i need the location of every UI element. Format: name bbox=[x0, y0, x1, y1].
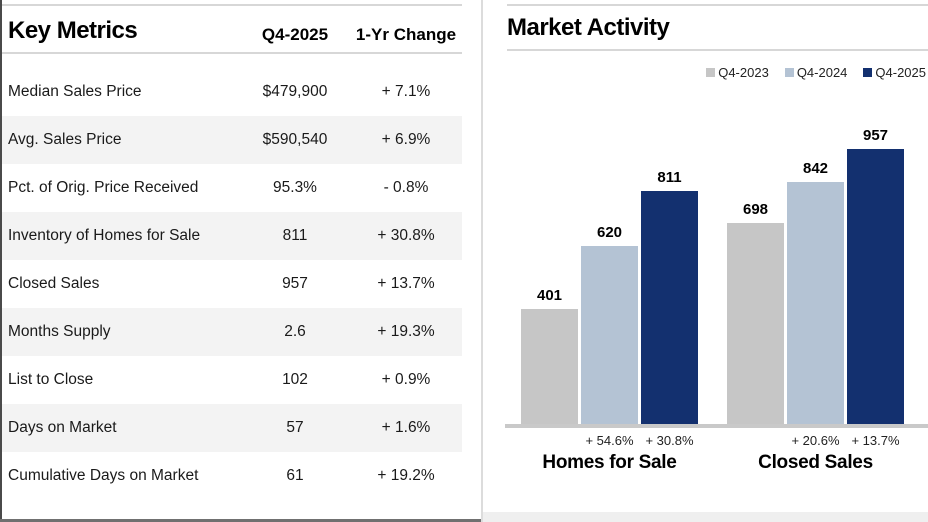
market-activity-panel: Market Activity Q4-2023 Q4-2024 Q4-2025 … bbox=[483, 0, 928, 522]
legend-swatch-icon bbox=[706, 68, 716, 77]
bar-wrap: 811 bbox=[641, 169, 698, 424]
pct-group: + 54.6% + 30.8% bbox=[521, 433, 698, 448]
metric-change: - 0.8% bbox=[383, 179, 429, 196]
bar-value-label: 842 bbox=[802, 160, 829, 177]
metric-value: 2.6 bbox=[284, 323, 306, 340]
bar-value-label: 957 bbox=[862, 127, 889, 144]
metric-label: Closed Sales bbox=[8, 275, 100, 292]
pct-group: + 20.6% + 13.7% bbox=[727, 433, 904, 448]
x-axis-line bbox=[505, 424, 928, 428]
metrics-table: Median Sales Price $479,900 + 7.1% Avg. … bbox=[2, 68, 462, 500]
legend-swatch-icon bbox=[863, 68, 873, 77]
metric-label: List to Close bbox=[8, 371, 94, 388]
metric-label: Avg. Sales Price bbox=[8, 131, 122, 148]
column-header-change: 1-Yr Change bbox=[355, 25, 457, 44]
bottom-rule bbox=[0, 519, 481, 522]
bar-q4-2023 bbox=[727, 223, 784, 424]
table-row: Cumulative Days on Market 61 + 19.2% bbox=[2, 452, 462, 500]
table-header: Key Metrics Q4-2025 1-Yr Change bbox=[2, 6, 462, 52]
legend-label: Q4-2023 bbox=[718, 65, 769, 80]
metric-change: + 13.7% bbox=[377, 275, 435, 292]
pct-label: + 13.7% bbox=[851, 433, 900, 448]
metric-value: 957 bbox=[282, 275, 308, 292]
metric-value: 95.3% bbox=[273, 179, 317, 196]
bottom-strip bbox=[483, 512, 928, 522]
metric-label: Median Sales Price bbox=[8, 83, 142, 100]
bar-q4-2024 bbox=[787, 182, 844, 424]
table-row: Median Sales Price $479,900 + 7.1% bbox=[2, 68, 462, 116]
bar-groups: 401 620 811 698 bbox=[483, 127, 928, 424]
metric-change: + 30.8% bbox=[377, 227, 435, 244]
metric-change: + 7.1% bbox=[381, 83, 431, 100]
group-labels-row: Homes for Sale Closed Sales bbox=[483, 452, 928, 474]
pct-label: + 30.8% bbox=[645, 433, 694, 448]
group-label-closed-sales: Closed Sales bbox=[758, 452, 873, 473]
table-row: Closed Sales 957 + 13.7% bbox=[2, 260, 462, 308]
pct-change-row: + 54.6% + 30.8% + 20.6% + 13.7% bbox=[483, 433, 928, 448]
chart-legend: Q4-2023 Q4-2024 Q4-2025 bbox=[483, 65, 926, 80]
table-row: Avg. Sales Price $590,540 + 6.9% bbox=[2, 116, 462, 164]
column-header-period: Q4-2025 bbox=[261, 25, 329, 44]
bar-wrap: 842 bbox=[787, 160, 844, 424]
metric-value: 61 bbox=[286, 467, 304, 484]
metric-change: + 19.2% bbox=[377, 467, 435, 484]
group-label-homes-for-sale: Homes for Sale bbox=[542, 452, 677, 473]
pct-label: + 54.6% bbox=[585, 433, 634, 448]
bar-q4-2025 bbox=[847, 149, 904, 424]
metric-label: Months Supply bbox=[8, 323, 111, 340]
title-rule bbox=[507, 49, 928, 51]
bar-group-closed-sales: 698 842 957 bbox=[727, 127, 904, 424]
bar-q4-2024 bbox=[581, 246, 638, 424]
metric-value: $590,540 bbox=[262, 131, 328, 148]
metric-change: + 0.9% bbox=[381, 371, 431, 388]
pct-label bbox=[727, 433, 784, 448]
metric-change: + 1.6% bbox=[381, 419, 431, 436]
metric-label: Pct. of Orig. Price Received bbox=[8, 179, 199, 196]
legend-label: Q4-2024 bbox=[796, 65, 848, 80]
legend-item-q4-2024: Q4-2024 bbox=[784, 65, 848, 80]
pct-label bbox=[521, 433, 578, 448]
metric-value: $479,900 bbox=[262, 83, 328, 100]
bar-wrap: 620 bbox=[581, 224, 638, 424]
metric-value: 811 bbox=[282, 227, 308, 244]
top-rule bbox=[2, 4, 462, 6]
legend-swatch-icon bbox=[784, 68, 794, 77]
metric-value: 102 bbox=[282, 371, 308, 388]
legend-item-q4-2025: Q4-2025 bbox=[863, 65, 926, 80]
page-left-edge-line bbox=[0, 0, 2, 522]
bar-value-label: 698 bbox=[742, 201, 769, 218]
metric-value: 57 bbox=[286, 419, 304, 436]
bar-chart: 401 620 811 698 bbox=[483, 127, 928, 474]
table-row: List to Close 102 + 0.9% bbox=[2, 356, 462, 404]
metric-label: Days on Market bbox=[8, 419, 117, 436]
bar-wrap: 698 bbox=[727, 201, 784, 424]
legend-label: Q4-2025 bbox=[875, 65, 926, 80]
legend-item-q4-2023: Q4-2023 bbox=[706, 65, 769, 80]
bar-group-homes-for-sale: 401 620 811 bbox=[521, 169, 698, 424]
bar-value-label: 811 bbox=[657, 169, 682, 186]
top-rule bbox=[507, 4, 928, 6]
bar-value-label: 620 bbox=[596, 224, 623, 241]
metric-change: + 19.3% bbox=[377, 323, 435, 340]
bar-value-label: 401 bbox=[536, 287, 563, 304]
table-title: Key Metrics bbox=[8, 17, 138, 44]
bar-q4-2023 bbox=[521, 309, 578, 424]
bar-wrap: 957 bbox=[847, 127, 904, 424]
pct-label: + 20.6% bbox=[791, 433, 840, 448]
header-rule bbox=[2, 52, 462, 54]
bar-q4-2025 bbox=[641, 191, 698, 424]
metric-label: Inventory of Homes for Sale bbox=[8, 227, 201, 244]
table-row: Pct. of Orig. Price Received 95.3% - 0.8… bbox=[2, 164, 462, 212]
chart-title: Market Activity bbox=[507, 14, 670, 41]
table-row: Months Supply 2.6 + 19.3% bbox=[2, 308, 462, 356]
metric-label: Cumulative Days on Market bbox=[8, 467, 199, 484]
metric-change: + 6.9% bbox=[381, 131, 431, 148]
bar-wrap: 401 bbox=[521, 287, 578, 424]
table-row: Days on Market 57 + 1.6% bbox=[2, 404, 462, 452]
table-row: Inventory of Homes for Sale 811 + 30.8% bbox=[2, 212, 462, 260]
key-metrics-panel: Key Metrics Q4-2025 1-Yr Change Median S… bbox=[2, 0, 462, 519]
panel-divider bbox=[481, 0, 483, 522]
